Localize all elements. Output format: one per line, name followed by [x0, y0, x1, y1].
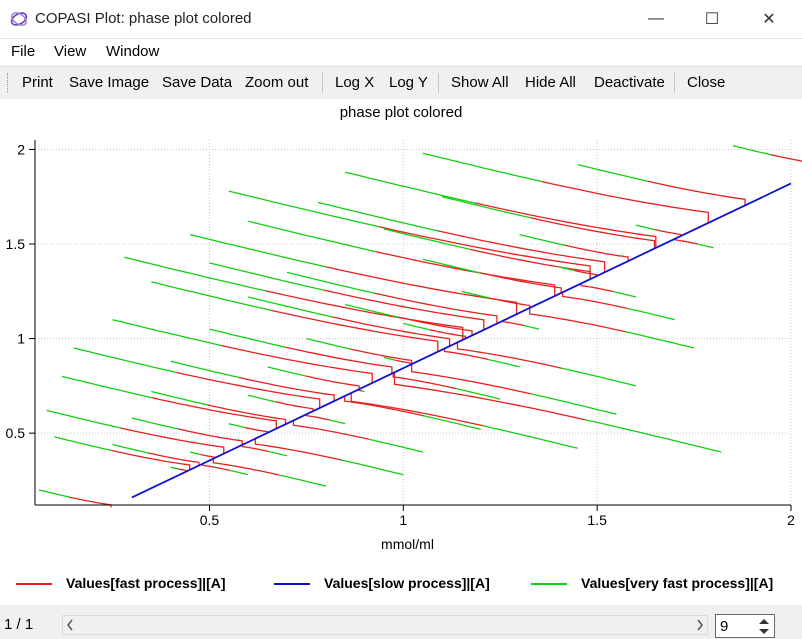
- close-window-button[interactable]: ✕: [746, 0, 792, 38]
- minimize-icon: —: [648, 10, 664, 27]
- hide-all-button[interactable]: Hide All: [525, 74, 576, 91]
- page-indicator: 1 / 1: [4, 616, 34, 633]
- menu-view[interactable]: View: [54, 43, 87, 60]
- chevron-down-icon[interactable]: [757, 627, 771, 637]
- close-plot-button[interactable]: Close: [687, 74, 726, 91]
- zoom-out-button[interactable]: Zoom out: [245, 74, 309, 91]
- toolbar-separator: [322, 73, 323, 93]
- log-x-button[interactable]: Log X: [335, 74, 375, 91]
- menu-window[interactable]: Window: [106, 43, 160, 60]
- legend-item-slow[interactable]: Values[slow process]|[A]: [274, 575, 490, 593]
- toolbar-separator: [674, 73, 675, 93]
- log-y-button[interactable]: Log Y: [389, 74, 428, 91]
- window-title: COPASI Plot: phase plot colored: [35, 10, 252, 27]
- maximize-button[interactable]: ☐: [689, 0, 735, 38]
- legend-label-slow: Values[slow process]|[A]: [324, 575, 490, 591]
- scroll-left-icon[interactable]: [65, 616, 75, 634]
- status-bar: 1 / 1 9: [0, 606, 802, 639]
- minimize-button[interactable]: —: [633, 0, 679, 38]
- maximize-icon: ☐: [704, 11, 720, 28]
- toolbar-separator: [438, 73, 439, 93]
- plot-canvas: [0, 99, 802, 605]
- chevron-up-icon[interactable]: [757, 616, 771, 626]
- close-icon: ✕: [762, 11, 776, 28]
- horizontal-scrollbar[interactable]: [62, 615, 708, 635]
- legend-swatch-slow: [274, 583, 310, 586]
- plot-title: phase plot colored: [339, 104, 463, 121]
- spinbox-value[interactable]: 9: [720, 618, 729, 635]
- legend-label-fast: Values[fast process]|[A]: [66, 575, 226, 591]
- show-all-button[interactable]: Show All: [451, 74, 509, 91]
- print-button[interactable]: Print: [22, 74, 53, 91]
- menu-file[interactable]: File: [11, 43, 36, 60]
- legend-item-very-fast[interactable]: Values[very fast process]|[A]: [531, 575, 773, 593]
- save-data-button[interactable]: Save Data: [162, 74, 233, 91]
- x-axis-label: mmol/ml: [381, 536, 434, 552]
- toolbar: Print Save Image Save Data Zoom out Log …: [0, 66, 802, 100]
- menu-bar: File View Window: [0, 39, 802, 65]
- legend-swatch-fast: [16, 583, 52, 586]
- page-spinbox[interactable]: 9: [715, 614, 775, 638]
- toolbar-grip[interactable]: [7, 73, 11, 93]
- deactivate-button[interactable]: Deactivate: [594, 74, 665, 91]
- legend-swatch-very-fast: [531, 583, 567, 586]
- save-image-button[interactable]: Save Image: [69, 74, 150, 91]
- copasi-logo-icon: [10, 12, 28, 26]
- title-bar: COPASI Plot: phase plot colored — ☐ ✕: [0, 0, 802, 39]
- legend-label-very-fast: Values[very fast process]|[A]: [581, 575, 774, 591]
- scroll-right-icon[interactable]: [695, 616, 705, 634]
- legend-item-fast[interactable]: Values[fast process]|[A]: [16, 575, 226, 593]
